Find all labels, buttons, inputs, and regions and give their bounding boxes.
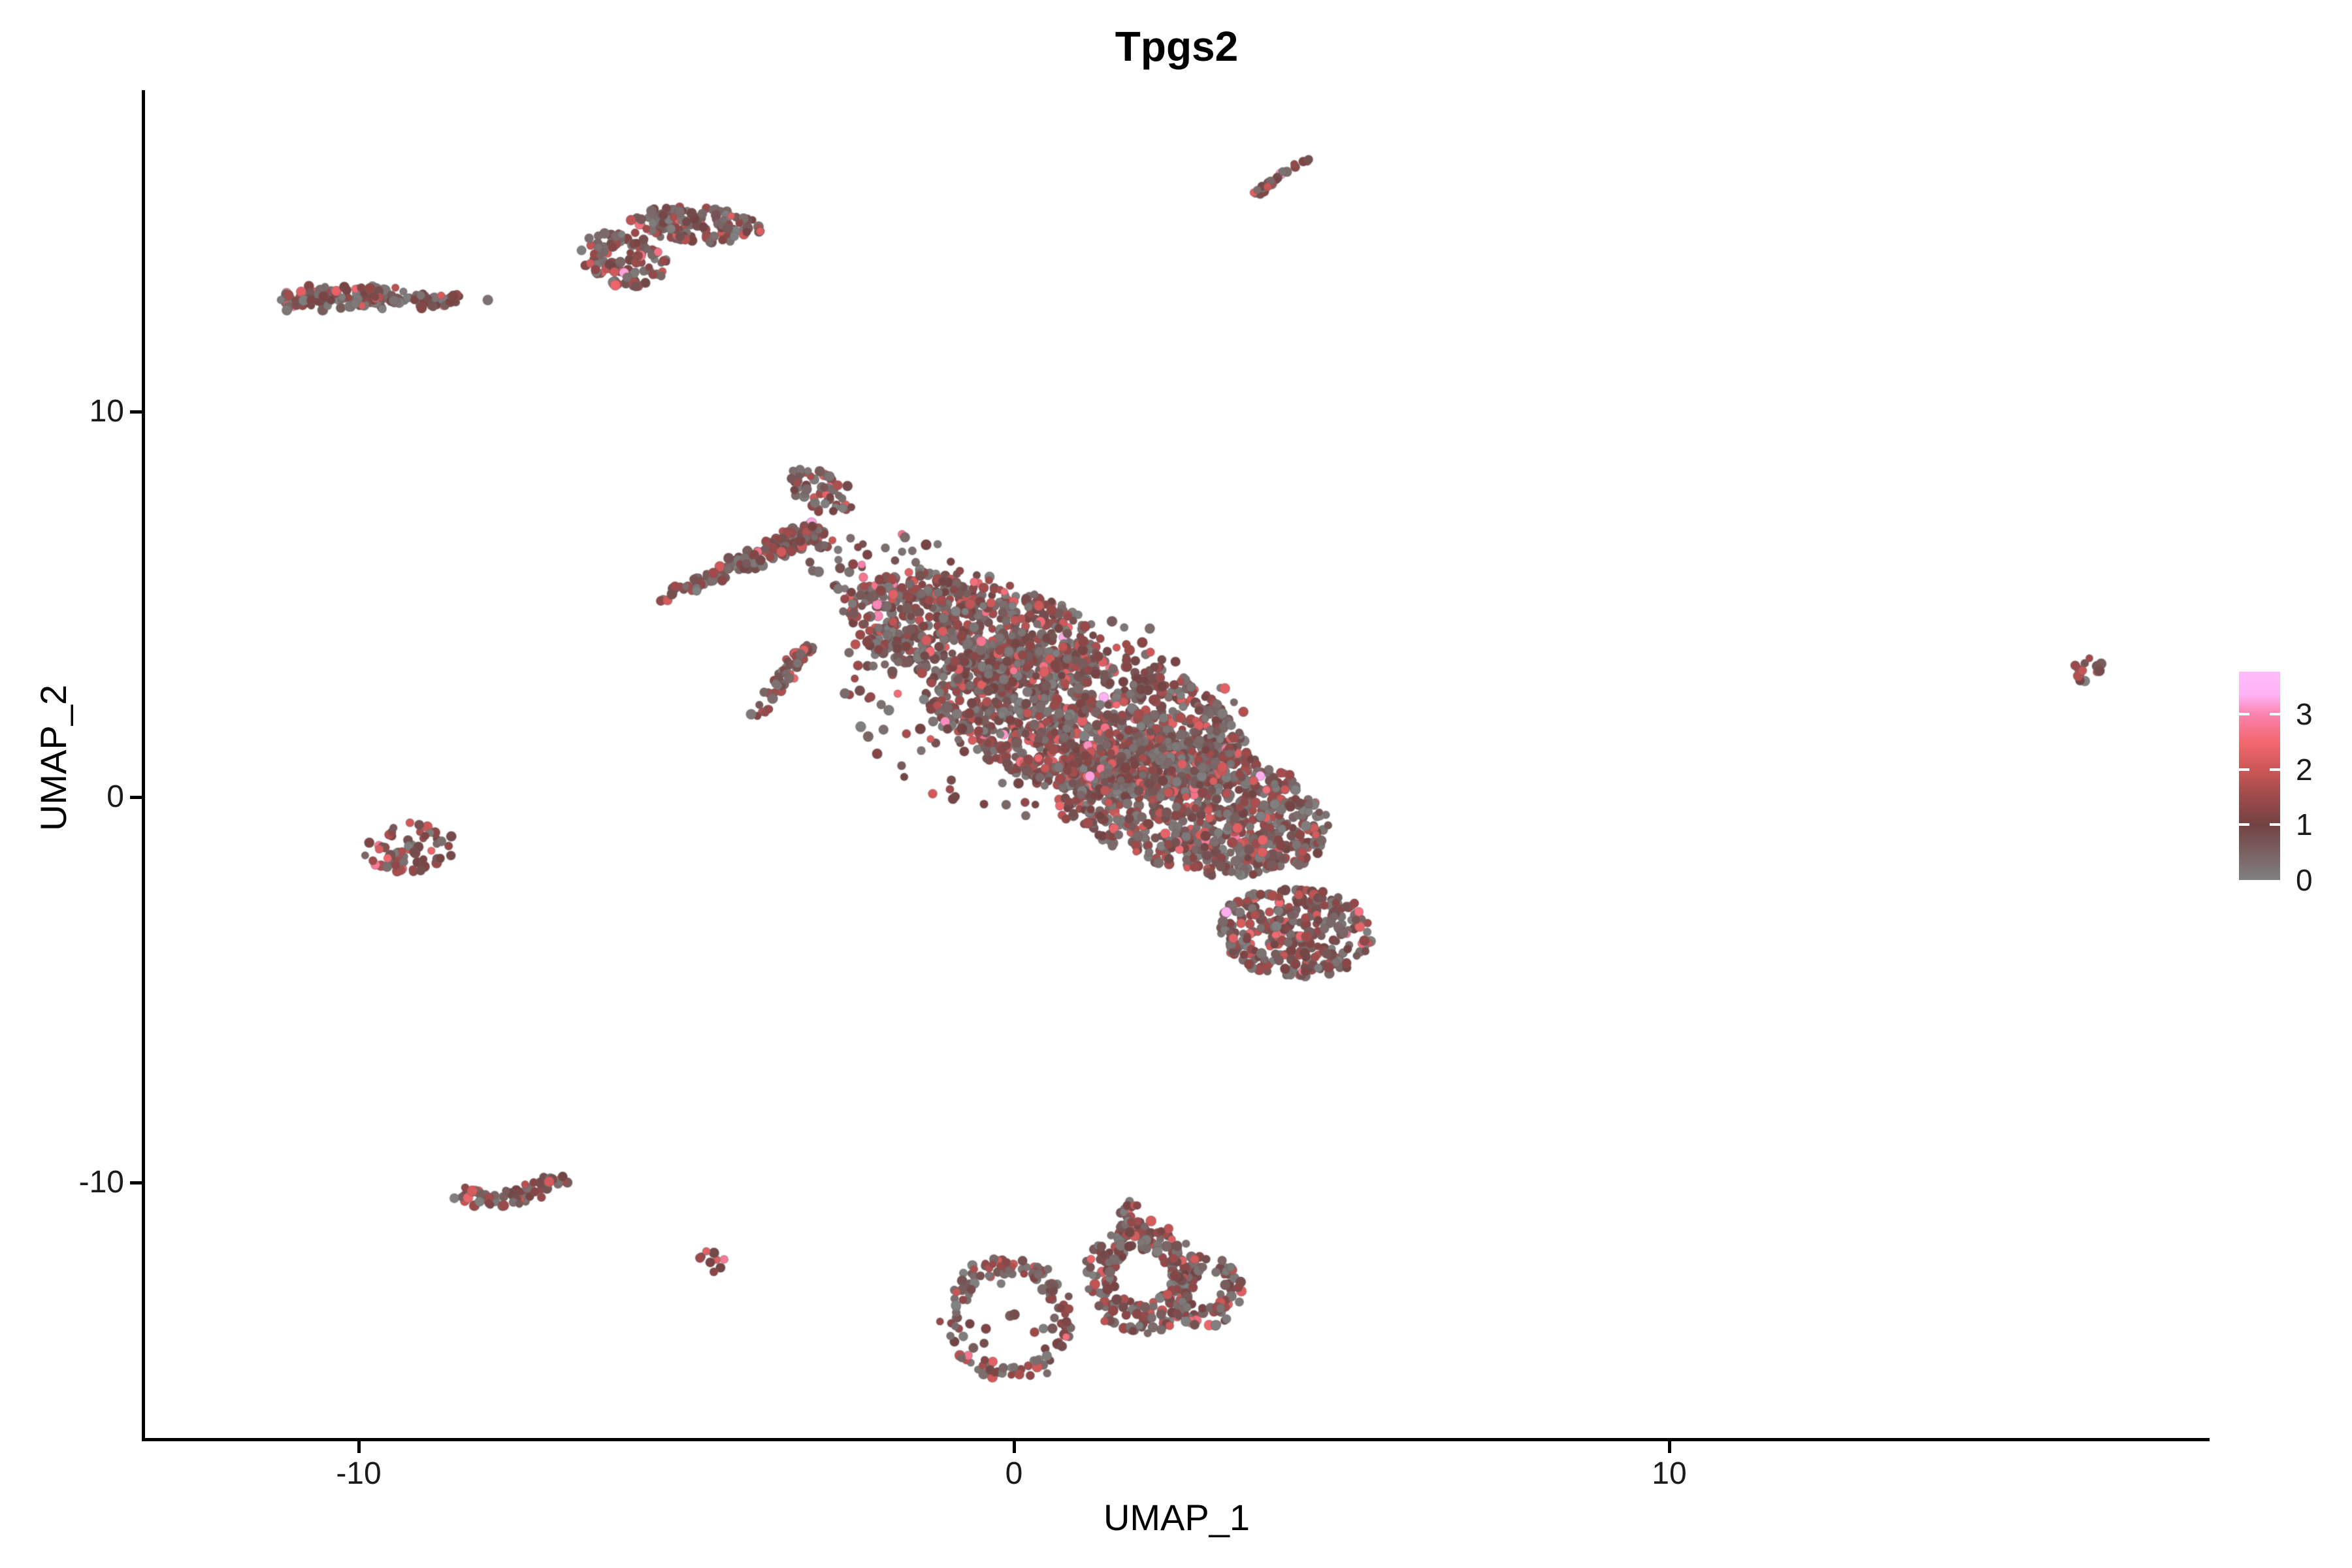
x-tick-label: 10 (1652, 1456, 1687, 1491)
expression-colorbar (2239, 672, 2280, 880)
y-axis-line (142, 90, 145, 1441)
colorbar-label: 2 (2296, 752, 2313, 787)
colorbar-label: 3 (2296, 697, 2313, 732)
y-tick-label: -10 (78, 1165, 124, 1200)
y-tick-mark (130, 410, 142, 414)
y-tick-label: 10 (89, 394, 124, 429)
plot-title: Tpgs2 (1115, 23, 1239, 70)
colorbar-tick-mark (2239, 713, 2249, 716)
y-tick-label: 0 (106, 779, 124, 814)
x-tick-label: 0 (1005, 1456, 1023, 1491)
colorbar-tick-mark (2270, 713, 2280, 716)
y-tick-mark (130, 795, 142, 799)
colorbar-tick-mark (2270, 768, 2280, 771)
x-tick-label: -10 (336, 1456, 382, 1491)
colorbar-label: 0 (2296, 863, 2313, 897)
x-axis-title: UMAP_1 (1103, 1497, 1250, 1538)
colorbar-tick-mark (2239, 768, 2249, 771)
colorbar-label: 1 (2296, 808, 2313, 842)
x-tick-mark (1012, 1441, 1016, 1453)
x-axis-line (142, 1438, 2210, 1441)
colorbar-tick-mark (2239, 823, 2249, 826)
x-tick-mark (1667, 1441, 1671, 1453)
y-axis-title: UMAP_2 (33, 684, 74, 832)
y-tick-mark (130, 1181, 142, 1184)
x-tick-mark (357, 1441, 361, 1453)
colorbar-tick-mark (2270, 823, 2280, 826)
